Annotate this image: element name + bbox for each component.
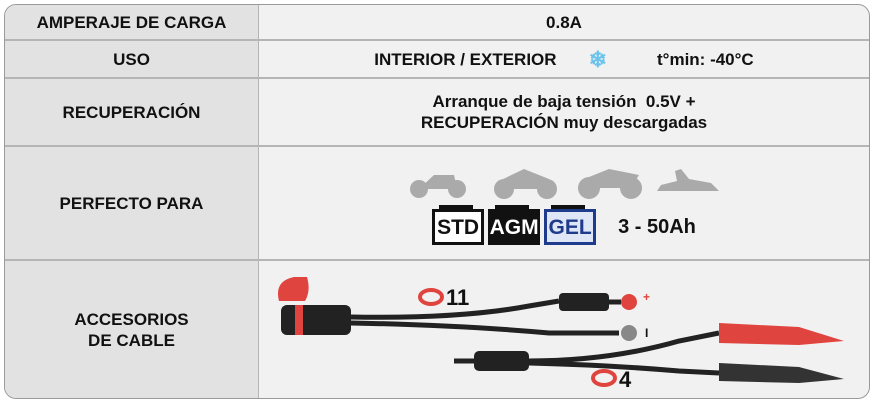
battery-badge: STD xyxy=(432,205,485,245)
row-content: STD AGM GEL 3 - 50Ah xyxy=(259,147,869,259)
label-text: AMPERAJE DE CARGA xyxy=(36,12,227,32)
row-content: + I 11 4 xyxy=(259,261,869,398)
content-text: 0.8A xyxy=(546,12,582,32)
cable-code: 4 xyxy=(619,367,632,392)
battery-badge: GEL xyxy=(544,205,597,245)
row-label: ACCESORIOS DE CABLE xyxy=(5,261,259,398)
content-text: 3 - 50Ah xyxy=(618,215,696,238)
content-text: Arranque de baja tensión 0.5V + xyxy=(432,92,696,111)
row-label: USO xyxy=(5,41,259,77)
row-content: 0.8A xyxy=(259,5,869,39)
row-separator xyxy=(5,77,869,79)
vehicle-icons xyxy=(410,169,719,199)
content-text: INTERIOR / EXTERIOR xyxy=(374,49,557,69)
row-separator xyxy=(5,145,869,147)
row-label: PERFECTO PARA xyxy=(5,147,259,259)
terminal-mark: I xyxy=(645,326,648,340)
row-separator xyxy=(5,259,869,261)
label-text: USO xyxy=(113,49,150,69)
row-separator xyxy=(5,39,869,41)
row-label: RECUPERACIÓN xyxy=(5,79,259,145)
snowflake-icon: ❄ xyxy=(588,46,607,72)
row-content: Arranque de baja tensión 0.5V + RECUPERA… xyxy=(259,79,869,145)
terminal-mark: + xyxy=(643,290,650,304)
spec-table: AMPERAJE DE CARGA 0.8A USO INTERIOR / EX… xyxy=(4,4,870,399)
battery-types: STD AGM GEL 3 - 50Ah xyxy=(432,205,696,245)
cable-code: 11 xyxy=(446,285,469,310)
row-label: AMPERAJE DE CARGA xyxy=(5,5,259,39)
row-content: INTERIOR / EXTERIOR ❄ t°min: -40°C xyxy=(259,41,869,77)
cable-drawing: + I 11 4 xyxy=(278,277,844,392)
content-text: RECUPERACIÓN muy descargadas xyxy=(420,113,708,132)
content-text: t°min: -40°C xyxy=(657,49,754,69)
label-text: DE CABLE xyxy=(88,330,175,350)
label-text: PERFECTO PARA xyxy=(59,193,204,213)
label-text: ACCESORIOS xyxy=(74,309,189,329)
label-text: RECUPERACIÓN xyxy=(62,102,201,122)
battery-badge: AGM xyxy=(488,205,541,245)
